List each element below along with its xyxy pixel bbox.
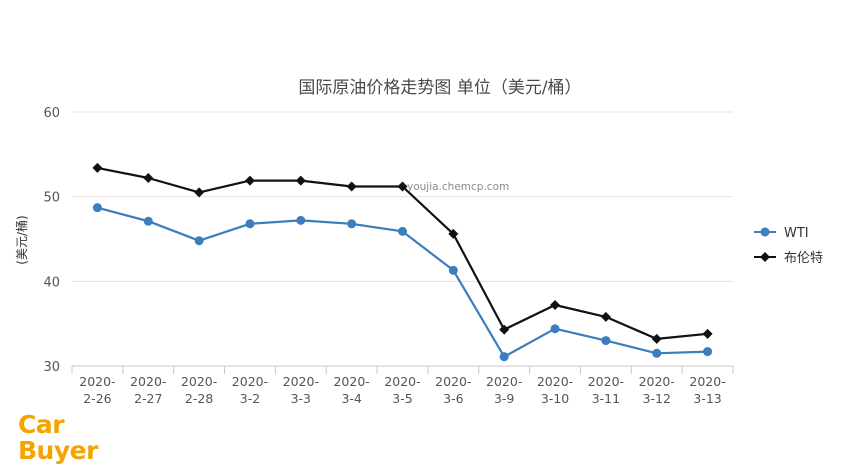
data-point[interactable] <box>296 215 306 225</box>
x-tick-label: 2020- <box>537 374 573 389</box>
x-tick-label: 2020- <box>384 374 420 389</box>
data-point[interactable] <box>550 300 561 311</box>
series-layer <box>92 162 713 362</box>
x-tick-label: 3-9 <box>494 391 514 406</box>
x-tick-label: 3-5 <box>392 391 412 406</box>
legend-item-wti[interactable]: WTI <box>754 226 809 241</box>
legend-marker <box>760 227 770 237</box>
x-tick-label: 2020- <box>79 374 115 389</box>
data-point[interactable] <box>550 324 560 334</box>
y-tick-label: 40 <box>43 275 60 290</box>
y-tick-label: 30 <box>43 360 60 375</box>
data-point[interactable] <box>652 348 662 358</box>
data-point[interactable] <box>245 219 255 229</box>
data-point[interactable] <box>600 311 611 322</box>
x-tick-label: 2020- <box>232 374 268 389</box>
x-tick-label: 2020- <box>130 374 166 389</box>
data-point[interactable] <box>702 328 713 339</box>
x-tick-label: 2020- <box>283 374 319 389</box>
y-axis-label: (美元/桶) <box>14 215 29 264</box>
logo-line-1: Car <box>18 410 65 439</box>
x-tick-label: 3-13 <box>693 391 721 406</box>
data-point[interactable] <box>194 187 205 198</box>
y-tick-label: 60 <box>43 106 60 121</box>
x-tick-label: 3-4 <box>341 391 361 406</box>
legend-item-brent[interactable]: 布伦特 <box>754 251 823 266</box>
data-point[interactable] <box>347 219 357 229</box>
data-point[interactable] <box>295 175 306 186</box>
data-point[interactable] <box>651 333 662 344</box>
x-tick-label: 2020- <box>689 374 725 389</box>
data-point[interactable] <box>346 181 357 192</box>
data-point[interactable] <box>499 352 509 362</box>
y-axis-ticks: 30 40 50 60 <box>43 106 60 375</box>
data-point[interactable] <box>92 162 103 173</box>
car-buyer-logo: Car Buyer <box>18 412 98 464</box>
x-tick-label: 3-2 <box>240 391 260 406</box>
data-point[interactable] <box>194 236 204 246</box>
x-tick-label: 3-6 <box>443 391 463 406</box>
data-point[interactable] <box>398 226 407 236</box>
legend[interactable]: WTI 布伦特 <box>754 226 823 266</box>
legend-marker <box>760 252 770 262</box>
x-tick-label: 2020- <box>639 374 675 389</box>
x-tick-label: 2-27 <box>134 391 162 406</box>
x-tick-label: 2020- <box>435 374 471 389</box>
data-point[interactable] <box>703 347 713 357</box>
x-tick-label: 2-26 <box>83 391 111 406</box>
data-point[interactable] <box>143 173 154 184</box>
watermark: youjia.chemcp.com <box>407 181 509 193</box>
series-brent <box>92 162 713 344</box>
x-tick-label: 2020- <box>181 374 217 389</box>
x-tick-label: 2020- <box>588 374 624 389</box>
legend-label: WTI <box>784 226 809 241</box>
data-point[interactable] <box>397 181 408 192</box>
data-point[interactable] <box>92 203 102 213</box>
series-line <box>97 166 708 340</box>
data-point[interactable] <box>244 175 255 186</box>
x-tick-label: 2020- <box>333 374 369 389</box>
gridlines <box>72 111 733 367</box>
x-tick-label: 3-3 <box>291 391 311 406</box>
data-point[interactable] <box>448 228 459 239</box>
logo-line-2: Buyer <box>18 436 98 465</box>
y-tick-label: 50 <box>43 191 60 206</box>
x-tick-label: 2-28 <box>185 391 213 406</box>
x-tick-label: 3-10 <box>541 391 569 406</box>
x-axis-ticks: 2020- 2-26 2020- 2-27 2020- 2-28 2020- 3-2 2020-… <box>71 366 734 406</box>
data-point[interactable] <box>601 336 611 346</box>
x-tick-label: 2020- <box>486 374 522 389</box>
legend-label: 布伦特 <box>784 251 823 266</box>
data-point[interactable] <box>143 216 153 226</box>
chart-title: 国际原油价格走势图 单位（美元/桶） <box>298 78 581 98</box>
x-tick-label: 3-12 <box>643 391 671 406</box>
x-tick-label: 3-11 <box>592 391 620 406</box>
series-wti <box>92 203 713 362</box>
data-point[interactable] <box>499 324 510 335</box>
data-point[interactable] <box>448 265 458 275</box>
